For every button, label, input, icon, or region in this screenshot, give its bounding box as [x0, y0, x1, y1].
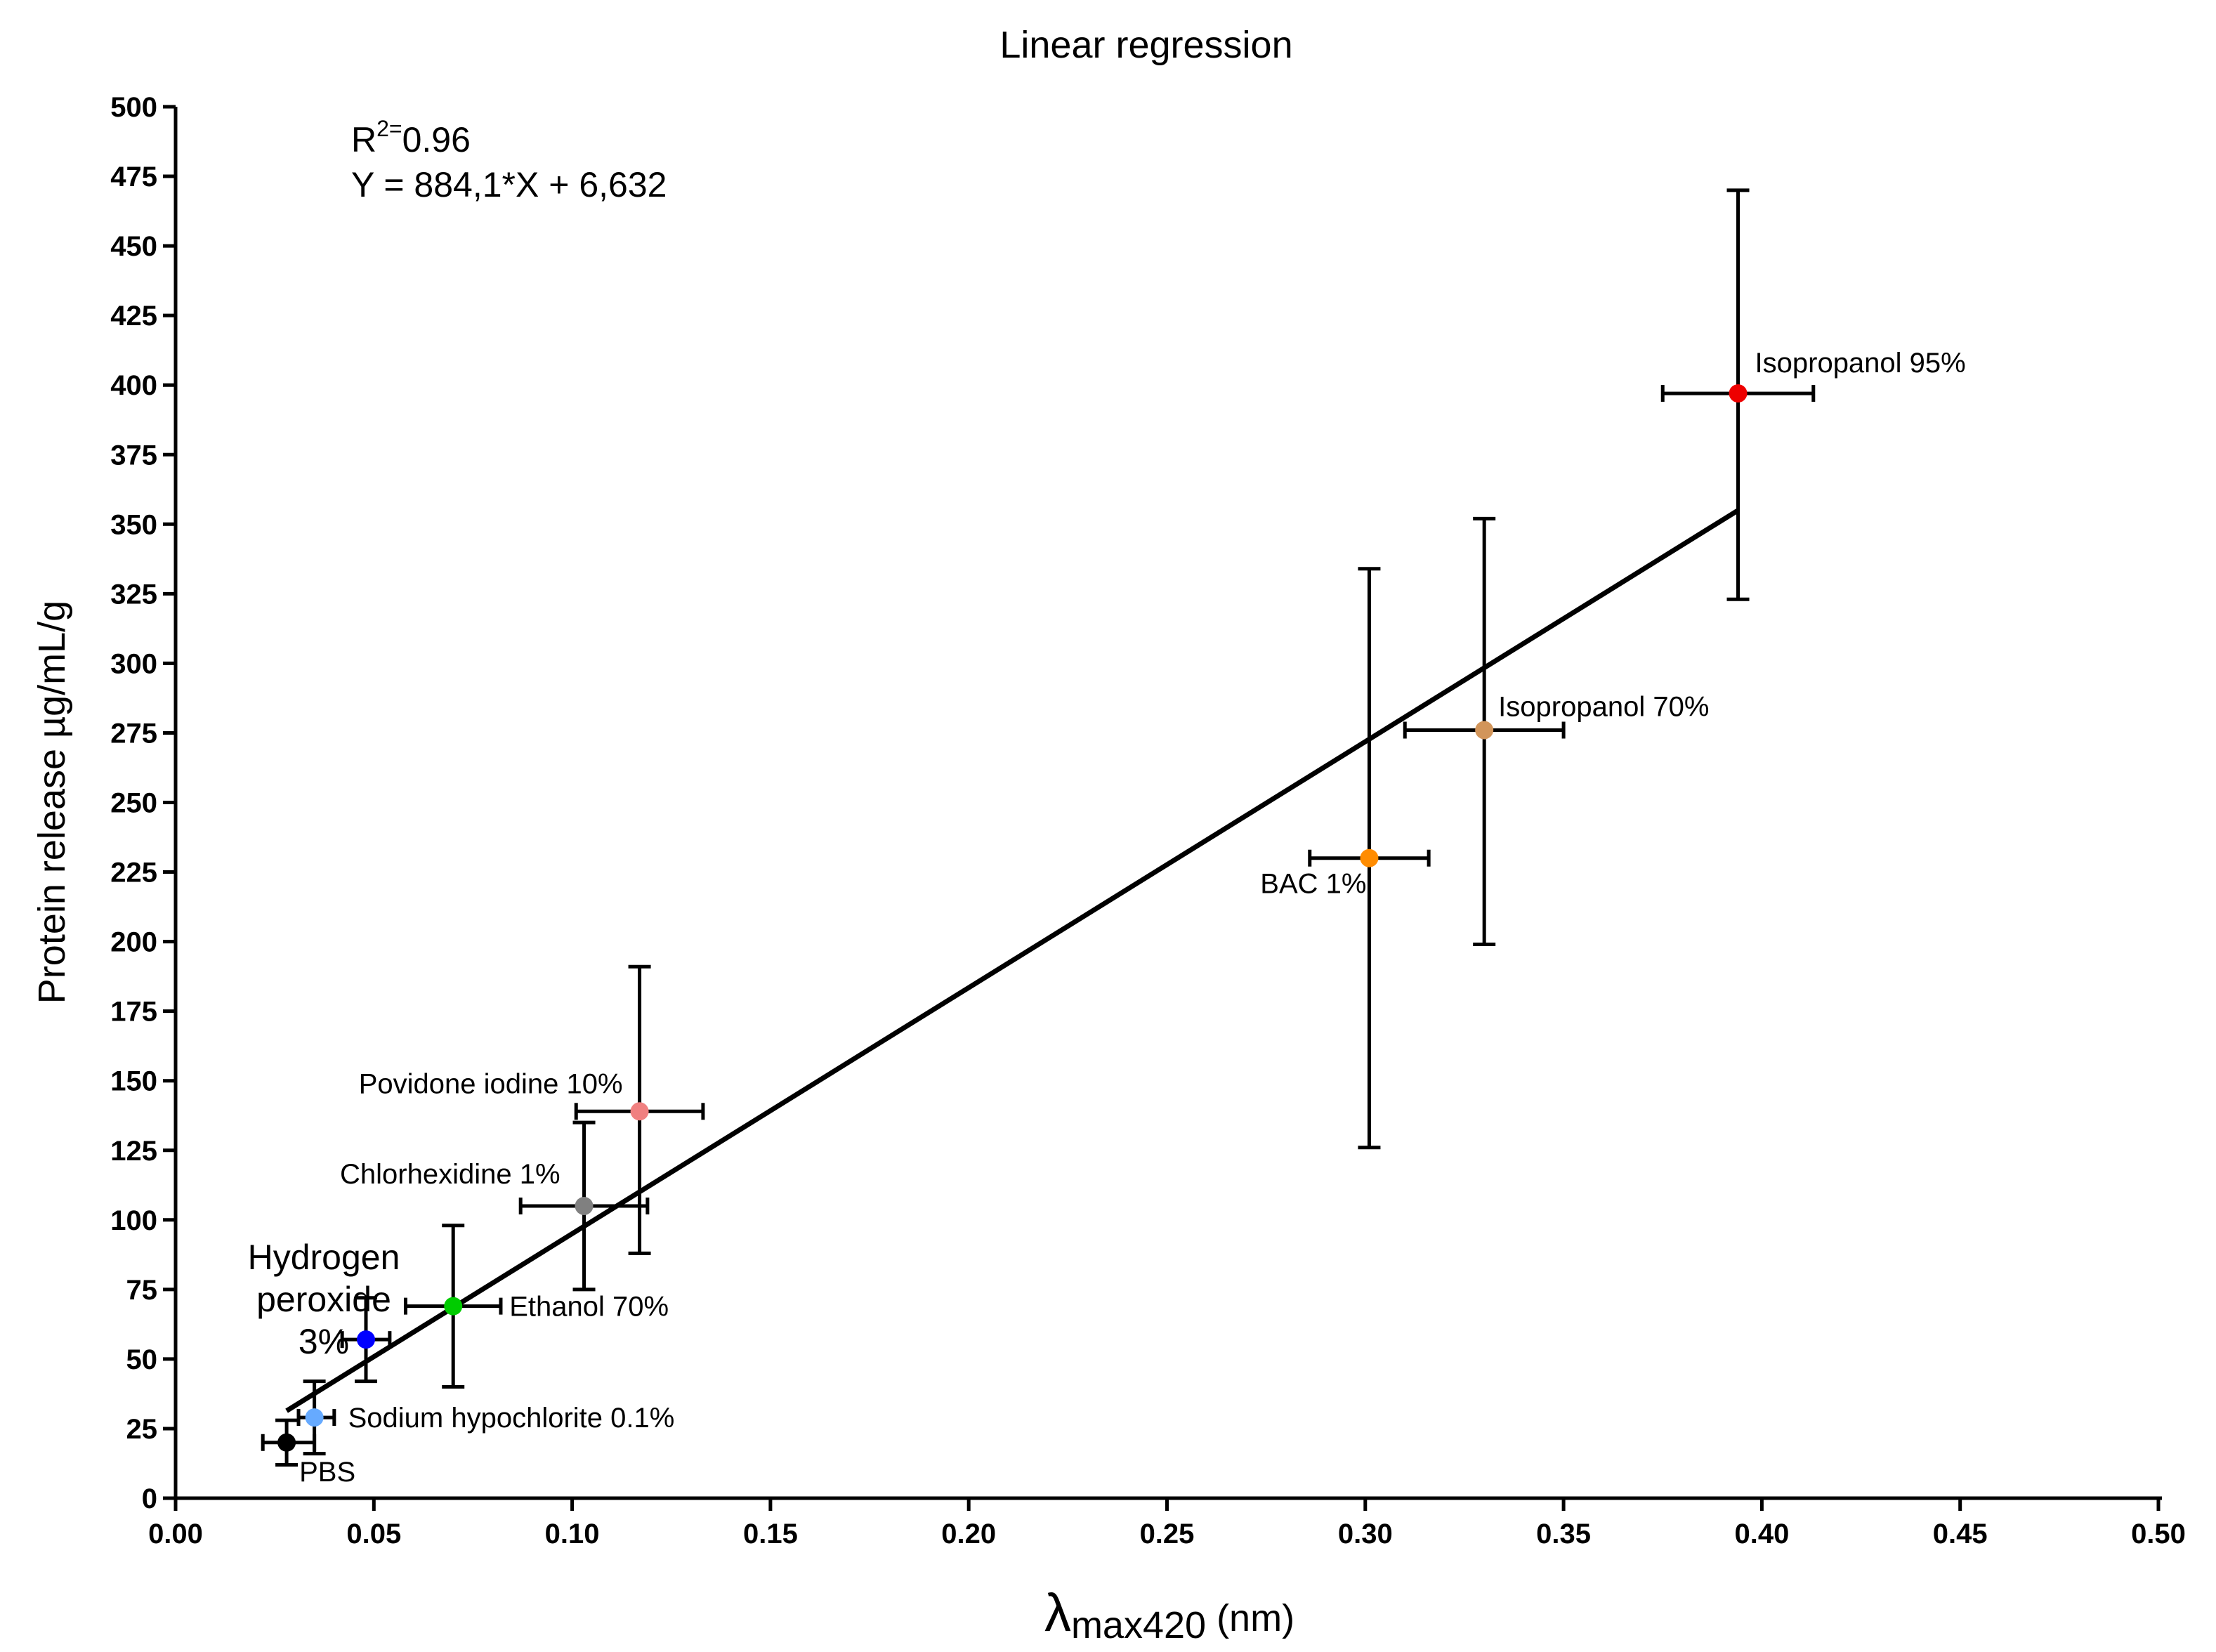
regression-equation: Y = 884,1*X + 6,632 [351, 165, 667, 204]
y-tick-label: 275 [110, 718, 157, 749]
x-tick-label: 0.00 [148, 1519, 203, 1549]
point-label: Isopropanol 70% [1498, 691, 1709, 722]
x-tick-label: 0.10 [545, 1519, 600, 1549]
y-tick-label: 175 [110, 997, 157, 1028]
point-label: Chlorhexidine 1% [340, 1159, 560, 1190]
data-point [305, 1408, 324, 1427]
point-label-line: peroxide [256, 1280, 391, 1319]
error-bars [261, 188, 1816, 1467]
x-axis-label: λmax420 (nm) [1044, 1583, 1294, 1646]
data-point [444, 1297, 463, 1316]
y-tick-label: 300 [110, 648, 157, 679]
x-tick-label: 0.30 [1338, 1519, 1393, 1549]
y-tick-label: 425 [110, 301, 157, 332]
point-label: Povidone iodine 10% [359, 1068, 623, 1099]
y-tick-label: 325 [110, 579, 157, 610]
y-tick-label: 0 [142, 1483, 157, 1514]
point-label: Hydrogen peroxide 3% [248, 1238, 400, 1361]
point-label: Isopropanol 95% [1755, 348, 1966, 379]
data-point [575, 1196, 594, 1215]
x-tick-label: 0.15 [743, 1519, 798, 1549]
regression-line [285, 508, 1740, 1413]
x-axis-label-unit: (nm) [1206, 1597, 1294, 1639]
x-tick-label: 0.40 [1734, 1519, 1789, 1549]
chart-title: Linear regression [999, 24, 1292, 66]
x-tick-label: 0.50 [2131, 1519, 2186, 1549]
y-tick-label: 350 [110, 509, 157, 540]
y-tick-label: 150 [110, 1066, 157, 1097]
y-tick-label: 475 [110, 162, 157, 192]
x-tick-label: 0.45 [1933, 1519, 1988, 1549]
y-tick-label: 125 [110, 1136, 157, 1167]
point-label: Ethanol 70% [509, 1292, 669, 1323]
data-point [1360, 848, 1379, 867]
x-tick-label: 0.25 [1140, 1519, 1195, 1549]
y-tick-label: 100 [110, 1205, 157, 1236]
y-tick-label: 250 [110, 788, 157, 819]
y-tick-label: 225 [110, 858, 157, 889]
r-squared-superscript: 2= [376, 116, 402, 141]
data-point [1729, 384, 1748, 403]
x-tick-label: 0.35 [1536, 1519, 1591, 1549]
ticks: 0 25 50 75 100 125 150 175 200 225 250 275 300 325 350… [110, 92, 2186, 1549]
data-points [277, 384, 1748, 1452]
x-tick-label: 0.20 [941, 1519, 996, 1549]
data-point [630, 1102, 649, 1121]
point-label: PBS [299, 1457, 355, 1488]
point-label: Sodium hypochlorite 0.1% [348, 1403, 675, 1434]
point-label: BAC 1% [1260, 869, 1366, 900]
y-tick-label: 25 [126, 1414, 158, 1445]
data-point [277, 1433, 296, 1452]
r-squared-value: 0.96 [402, 120, 471, 159]
r-squared-annotation: R2=0.96 [351, 116, 471, 159]
y-tick-label: 75 [126, 1275, 158, 1306]
x-axis-label-symbol: λ [1044, 1583, 1071, 1643]
y-tick-label: 50 [126, 1344, 158, 1375]
y-tick-label: 400 [110, 370, 157, 401]
y-tick-label: 500 [110, 92, 157, 123]
point-label-line: 3% [299, 1322, 349, 1361]
point-labels: PBS Sodium hypochlorite 0.1% Hydrogen perox… [248, 348, 1966, 1488]
point-label-line: Hydrogen [248, 1238, 400, 1277]
y-tick-label: 450 [110, 231, 157, 262]
y-tick-label: 375 [110, 440, 157, 471]
y-axis-label: Protein release µg/mL/g [31, 601, 73, 1004]
x-tick-label: 0.05 [346, 1519, 401, 1549]
data-point [1475, 721, 1494, 740]
x-axis-label-subscript: max420 [1071, 1604, 1206, 1646]
y-tick-label: 200 [110, 927, 157, 958]
r-squared-symbol: R [351, 120, 376, 159]
data-point [357, 1330, 376, 1349]
